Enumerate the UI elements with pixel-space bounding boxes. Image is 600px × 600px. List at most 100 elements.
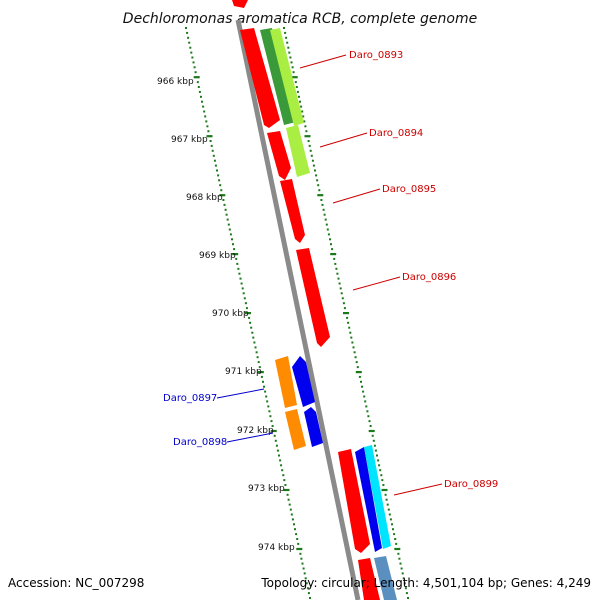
features-outer (260, 28, 397, 600)
gene-feature-daro0897-blue[interactable] (292, 356, 315, 407)
minor-tick (282, 474, 285, 477)
minor-tick (268, 410, 271, 413)
minor-tick (218, 179, 221, 182)
gene-label-daro0899[interactable]: Daro_0899 (444, 479, 498, 490)
minor-tick (223, 203, 226, 206)
minor-tick (236, 262, 239, 265)
minor-tick (367, 415, 370, 418)
gene-feature-daro0899-red[interactable] (338, 449, 370, 553)
minor-tick (205, 120, 208, 123)
minor-tick (399, 562, 402, 565)
minor-tick (331, 248, 334, 251)
minor-tick (258, 366, 261, 369)
gene-feature-top-red[interactable] (232, 0, 248, 8)
minor-tick (295, 533, 298, 536)
gene-feature-daro0899-blue[interactable] (355, 447, 382, 552)
minor-tick (300, 557, 303, 560)
minor-tick (368, 420, 371, 423)
major-tick (394, 547, 401, 551)
gene-feature-bottom-red[interactable] (358, 558, 380, 600)
minor-tick (317, 184, 320, 187)
minor-tick (235, 257, 238, 260)
minor-tick (250, 326, 253, 329)
minor-tick (378, 464, 381, 467)
major-tick (330, 253, 337, 256)
minor-tick (388, 513, 391, 516)
gene-label-daro0894[interactable]: Daro_0894 (369, 128, 423, 139)
minor-tick (372, 439, 375, 442)
gene-feature-daro0898-orange[interactable] (285, 409, 306, 450)
gene-feature-daro0896[interactable] (296, 248, 330, 347)
major-tick (355, 371, 362, 374)
gene-feature-daro0895[interactable] (280, 179, 305, 243)
minor-tick (407, 597, 409, 599)
minor-tick (241, 287, 244, 290)
minor-tick (206, 125, 209, 128)
minor-tick (262, 380, 264, 383)
minor-tick (280, 464, 283, 467)
minor-tick (232, 243, 234, 246)
minor-tick (387, 508, 390, 511)
minor-tick (309, 149, 312, 152)
gene-feature-daro0893-green[interactable] (260, 28, 296, 125)
minor-tick (286, 41, 289, 44)
minor-tick (350, 336, 353, 339)
gene-label-daro0897[interactable]: Daro_0897 (163, 393, 217, 404)
gene-label-daro0898[interactable]: Daro_0898 (173, 437, 227, 448)
minor-tick (301, 562, 304, 565)
gene-feature-daro0893[interactable] (240, 28, 280, 128)
minor-tick (339, 287, 342, 290)
minor-tick (338, 282, 341, 285)
minor-tick (210, 144, 213, 147)
gene-feature-daro0898-blue[interactable] (304, 407, 323, 447)
minor-tick (395, 542, 398, 545)
minor-tick (289, 56, 292, 59)
minor-tick (337, 277, 340, 280)
gene-feature-daro0897-orange[interactable] (275, 356, 297, 408)
minor-tick (251, 331, 254, 334)
minor-tick (361, 385, 363, 388)
minor-tick (211, 149, 214, 152)
gene-label-daro0896[interactable]: Daro_0896 (402, 272, 456, 283)
gene-label-daro0893[interactable]: Daro_0893 (349, 50, 403, 61)
minor-tick (346, 316, 349, 319)
minor-tick (318, 189, 321, 192)
minor-tick (355, 361, 358, 364)
minor-tick (196, 81, 199, 84)
gene-label-daro0895[interactable]: Daro_0895 (382, 184, 436, 195)
minor-tick (217, 174, 220, 177)
minor-tick (363, 395, 366, 398)
minor-tick (320, 199, 323, 201)
gene-feature-daro0893-lime[interactable] (270, 28, 304, 126)
gene-feature-bottom-steel[interactable] (374, 556, 397, 600)
minor-tick (186, 31, 189, 34)
gene-feature-daro0894-lime[interactable] (286, 125, 310, 177)
minor-tick (385, 498, 388, 501)
genome-summary: Topology: circular; Length: 4,501,104 bp… (260, 576, 591, 590)
minor-tick (284, 31, 287, 34)
major-tick (381, 488, 388, 492)
minor-tick (308, 144, 311, 147)
minor-tick (290, 61, 293, 64)
minor-tick (292, 71, 295, 74)
minor-tick (194, 71, 197, 74)
minor-tick (279, 459, 282, 462)
minor-tick (202, 105, 205, 108)
minor-tick (231, 238, 233, 241)
minor-tick (188, 41, 191, 44)
minor-tick (404, 587, 407, 590)
minor-tick (366, 410, 369, 413)
tick-label: 966 kbp (157, 77, 194, 87)
minor-tick (389, 518, 392, 521)
minor-tick (271, 425, 274, 427)
minor-tick (304, 125, 307, 128)
gene-feature-daro0899-cyan[interactable] (364, 445, 391, 549)
minor-tick (401, 572, 404, 575)
major-tick (270, 429, 277, 433)
tick-label: 971 kbp (225, 367, 262, 377)
minor-tick (306, 587, 309, 590)
gene-feature-daro0894[interactable] (267, 131, 291, 180)
minor-tick (283, 479, 286, 482)
minor-tick (219, 184, 222, 187)
minor-tick (288, 503, 291, 506)
